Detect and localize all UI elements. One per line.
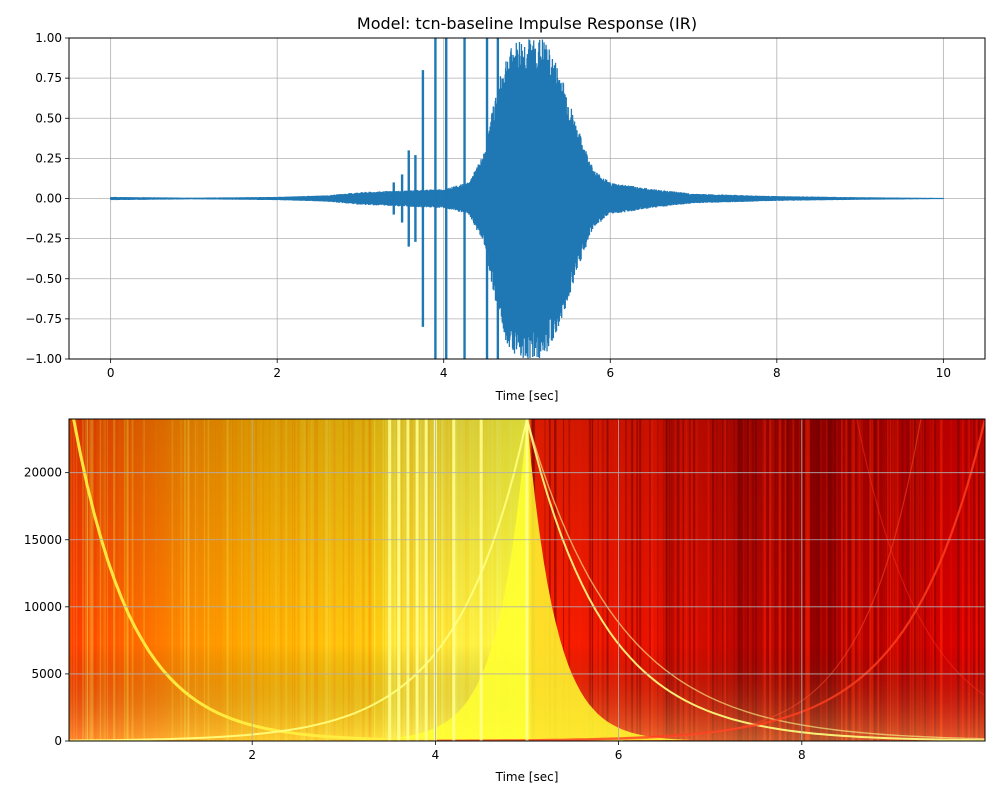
top-y-tick-label: 0.25 <box>35 151 62 165</box>
spectrogram-bright-line <box>388 419 392 741</box>
top-y-tick-label: 0.75 <box>35 71 62 85</box>
spectrogram-bright-line <box>415 419 419 741</box>
top-y-tick-label: −0.25 <box>25 232 62 246</box>
bottom-y-tick-label: 20000 <box>24 466 62 480</box>
spectrogram-bright-line <box>424 419 428 741</box>
top-y-tick-label: −0.50 <box>25 272 62 286</box>
bottom-grid <box>69 419 985 741</box>
spectrogram-bright-wedge <box>371 419 692 741</box>
top-y-tick-label: 0.50 <box>35 111 62 125</box>
spectrogram-bright-line <box>406 419 410 741</box>
top-y-tick-label: 1.00 <box>35 31 62 45</box>
chart-title: Model: tcn-baseline Impulse Response (IR… <box>357 14 697 33</box>
top-y-tick-label: −0.75 <box>25 312 62 326</box>
spectrogram-bright-line <box>397 419 401 741</box>
impulse-response-plot: Model: tcn-baseline Impulse Response (IR… <box>25 14 986 403</box>
spectrogram-plot: 2 4 6 8 0 5000 10000 15000 20000 Time [sec] <box>24 418 986 784</box>
bottom-x-tick-label: 4 <box>432 748 440 762</box>
ir-waveform-path <box>109 39 944 359</box>
bottom-y-tick-label: 15000 <box>24 533 62 547</box>
top-x-tick-label: 2 <box>273 366 281 380</box>
bottom-x-tick-label: 6 <box>615 748 623 762</box>
top-y-tick-label: 0.00 <box>35 192 62 206</box>
spectrogram-bright-line <box>479 419 483 741</box>
top-x-tick-label: 6 <box>606 366 614 380</box>
bottom-x-tick-label: 8 <box>798 748 806 762</box>
top-x-tick-label: 4 <box>440 366 448 380</box>
top-ticks: 0 2 4 6 8 10 −1.00 −0.75 −0.50 −0.25 0.00 0.25 0.50 0… <box>25 31 951 380</box>
ir-waveform <box>109 38 944 359</box>
bottom-y-tick-label: 5000 <box>31 667 62 681</box>
bottom-axes-frame <box>68 418 986 742</box>
spectrogram-curve <box>856 419 985 697</box>
spectrogram-bright-line <box>525 419 529 741</box>
top-x-tick-label: 10 <box>936 366 951 380</box>
bottom-ticks: 2 4 6 8 0 5000 10000 15000 20000 <box>24 466 806 762</box>
bottom-x-tick-label: 2 <box>248 748 256 762</box>
bottom-y-tick-label: 0 <box>54 734 62 748</box>
spectrogram-bright-line <box>452 419 456 741</box>
bottom-x-axis-label: Time [sec] <box>495 770 559 784</box>
top-x-tick-label: 0 <box>107 366 115 380</box>
top-x-axis-label: Time [sec] <box>495 389 559 403</box>
top-x-tick-label: 8 <box>773 366 781 380</box>
top-y-tick-label: −1.00 <box>25 352 62 366</box>
bottom-y-tick-label: 10000 <box>24 600 62 614</box>
